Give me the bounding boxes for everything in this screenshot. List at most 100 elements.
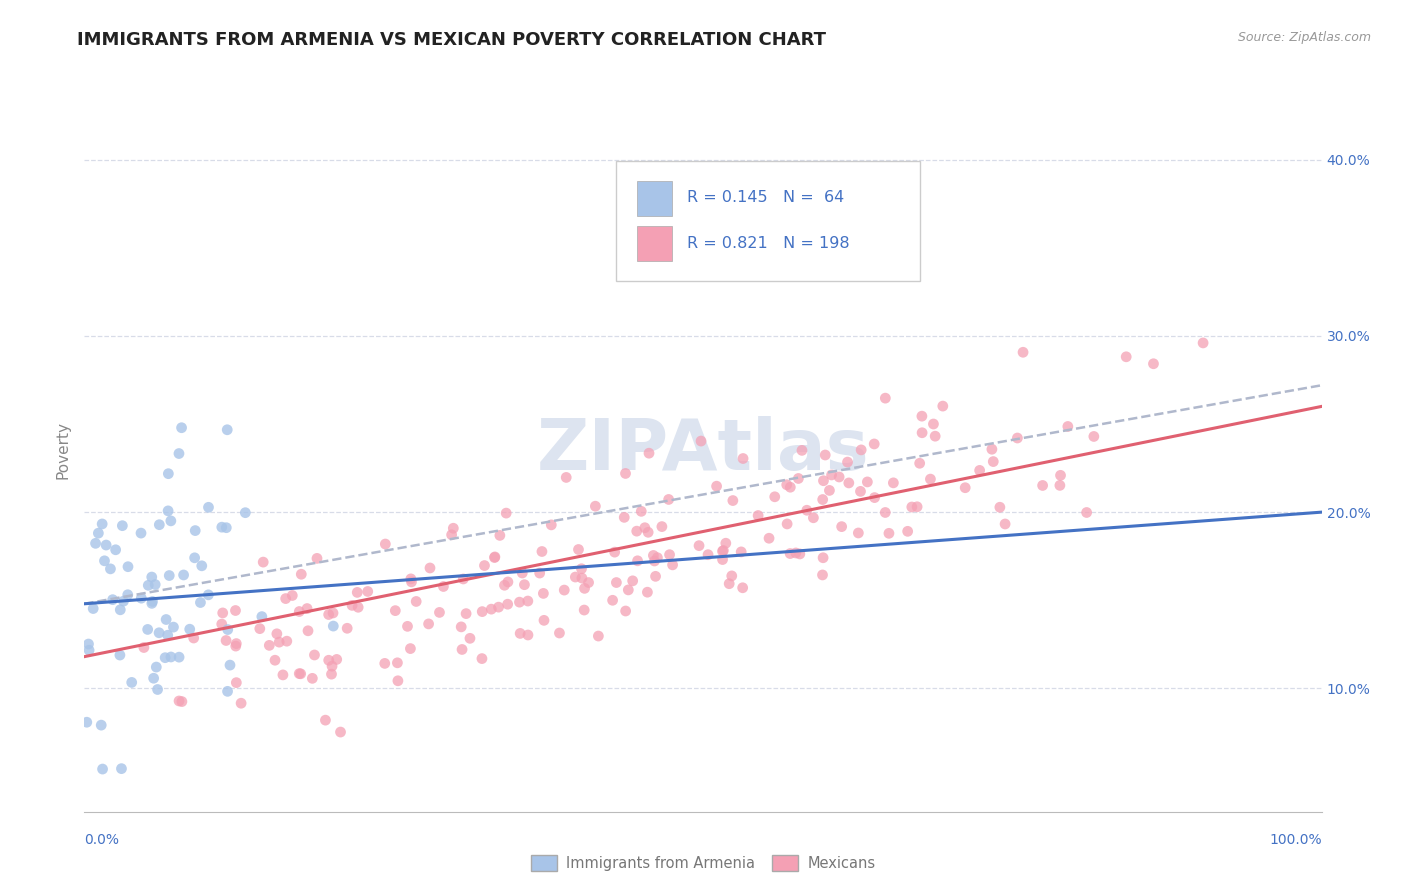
Point [141,596,163,610]
Point [849,484,872,499]
Point [1049,478,1071,492]
Point [399,572,422,586]
Point [215,521,238,535]
Point [779,480,801,494]
Point [1142,357,1164,371]
Point [374,537,396,551]
Point [863,437,886,451]
Point [789,547,811,561]
Point [321,667,343,681]
Point [920,472,942,486]
Point [763,490,786,504]
Point [602,593,624,607]
Point [145,660,167,674]
Point [658,548,681,562]
Point [471,605,494,619]
Point [731,581,754,595]
Point [513,577,536,591]
Point [1076,506,1098,520]
Legend: Immigrants from Armenia, Mexicans: Immigrants from Armenia, Mexicans [524,849,882,877]
Point [440,528,463,542]
Point [250,609,273,624]
Point [157,467,180,481]
Point [346,585,368,599]
Point [108,648,131,662]
Point [136,623,159,637]
Point [711,544,734,558]
Point [94,538,117,552]
Point [148,517,170,532]
Point [225,675,247,690]
Point [838,475,860,490]
Point [82,601,104,615]
Text: IMMIGRANTS FROM ARMENIA VS MEXICAN POVERTY CORRELATION CHART: IMMIGRANTS FROM ARMENIA VS MEXICAN POVER… [77,31,827,49]
Point [162,620,184,634]
Point [453,572,475,586]
Point [217,684,239,698]
Point [217,423,239,437]
Point [183,550,205,565]
Point [583,499,606,513]
Point [217,623,239,637]
Point [91,516,114,531]
Point [264,653,287,667]
Point [882,475,904,490]
Point [167,650,190,665]
Point [980,442,1002,457]
Point [276,634,298,648]
Point [661,558,683,572]
Point [1083,429,1105,443]
Point [143,577,166,591]
Point [197,500,219,515]
Point [721,493,744,508]
Point [911,425,934,440]
Point [818,483,841,498]
Point [988,500,1011,515]
Point [229,696,252,710]
Point [100,562,122,576]
Point [110,762,132,776]
Point [488,600,510,615]
Point [471,651,494,665]
Point [271,668,294,682]
Point [614,604,637,618]
Point [981,454,1004,468]
Point [875,506,897,520]
Point [803,510,825,524]
Point [155,613,177,627]
Point [811,550,834,565]
Point [132,640,155,655]
Text: 100.0%: 100.0% [1270,833,1322,847]
Point [170,695,193,709]
Point [484,550,506,565]
Point [305,551,328,566]
Point [796,503,818,517]
Point [811,492,834,507]
Point [897,524,920,539]
Point [77,643,100,657]
Point [76,715,98,730]
Point [418,616,440,631]
Point [647,550,669,565]
Point [142,671,165,685]
Point [387,673,409,688]
Point [111,518,134,533]
Text: R = 0.145   N =  64: R = 0.145 N = 64 [688,190,844,205]
Point [688,539,710,553]
Point [249,622,271,636]
Point [813,474,835,488]
Point [637,525,659,540]
Point [779,547,801,561]
Point [720,569,742,583]
Point [347,600,370,615]
Point [856,475,879,489]
Point [1007,431,1029,445]
Point [814,448,837,462]
Point [730,545,752,559]
Point [121,675,143,690]
Point [93,554,115,568]
Point [101,592,124,607]
Point [110,603,132,617]
Point [321,659,343,673]
Point [357,584,380,599]
